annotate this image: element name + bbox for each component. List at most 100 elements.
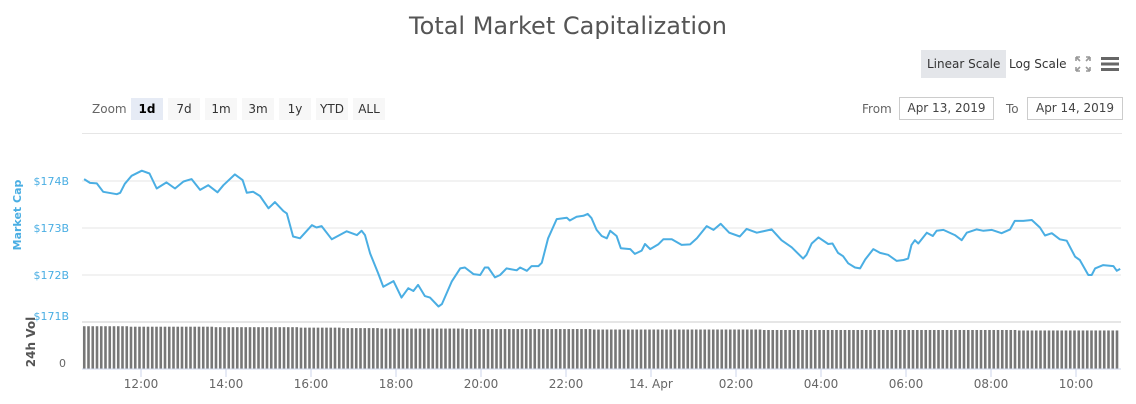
x-tick-label: 18:00 <box>379 377 414 391</box>
volume-bar <box>1034 330 1038 369</box>
volume-bar <box>320 327 324 369</box>
volume-bar <box>847 329 851 369</box>
volume-bar <box>979 329 983 369</box>
volume-bar <box>1047 330 1051 369</box>
hamburger-menu-icon[interactable] <box>1101 56 1119 72</box>
volume-bar <box>303 327 307 369</box>
volume-bar <box>286 327 290 369</box>
volume-bar <box>133 326 137 369</box>
volume-bar <box>104 326 107 369</box>
volume-bar <box>499 329 503 369</box>
zoom-button-1y[interactable]: 1y <box>279 98 311 120</box>
y-axis-title: Market Cap <box>11 180 24 251</box>
volume-bar <box>852 329 855 369</box>
volume-bar <box>652 329 656 369</box>
volume-bar <box>308 327 311 369</box>
y-tick-label: $174B <box>33 175 69 188</box>
volume-bar <box>771 329 775 369</box>
zoom-button-1d[interactable]: 1d <box>131 98 163 120</box>
volume-bar <box>167 326 171 369</box>
volume-bar <box>830 329 834 369</box>
volume-bar <box>682 329 685 369</box>
volume-bar <box>805 329 809 369</box>
volume-bar <box>91 326 95 369</box>
fullscreen-icon[interactable] <box>1075 56 1091 72</box>
volume-bar <box>592 329 596 369</box>
volume-bar <box>660 329 664 369</box>
zoom-button-all[interactable]: ALL <box>353 98 385 120</box>
volume-bar <box>1102 330 1106 369</box>
volume-bar <box>813 329 817 369</box>
volume-bar <box>469 329 473 369</box>
volume-bar <box>495 329 498 369</box>
volume-bar <box>962 329 966 369</box>
volume-bar <box>359 328 362 369</box>
volume-bar <box>954 329 957 369</box>
volume-bar <box>533 329 537 369</box>
volume-bar <box>784 329 787 369</box>
volume-bar <box>189 326 192 369</box>
volume-bar <box>129 326 133 369</box>
zoom-button-ytd[interactable]: YTD <box>316 98 348 120</box>
volume-bar <box>299 327 303 369</box>
volume-bar <box>112 326 116 369</box>
volume-bar <box>401 328 405 369</box>
volume-bar <box>142 326 146 369</box>
x-tick-label: 12:00 <box>124 377 159 391</box>
volume-bar <box>928 329 932 369</box>
volume-bar <box>894 329 898 369</box>
volume-bar <box>337 327 341 369</box>
zoom-button-7d[interactable]: 7d <box>168 98 200 120</box>
volume-bar <box>1077 330 1081 369</box>
volume-bar <box>384 328 388 369</box>
log-scale-button[interactable]: Log Scale <box>1009 57 1067 71</box>
volume-bar <box>966 329 970 369</box>
volume-bar <box>512 329 515 369</box>
volume-bar <box>839 329 843 369</box>
volume-bar <box>631 329 634 369</box>
volume-bar <box>703 329 707 369</box>
volume-bar <box>864 329 868 369</box>
volume-bar <box>758 329 762 369</box>
volume-bar <box>439 328 443 369</box>
to-date-input[interactable]: Apr 14, 2019 <box>1027 97 1123 120</box>
volume-bar <box>448 328 452 369</box>
volume-bar <box>673 329 677 369</box>
volume-bar <box>1111 330 1115 369</box>
volume-bar <box>155 326 158 369</box>
volume-axis-title: 24h Vol <box>24 317 38 367</box>
volume-bar <box>584 329 588 369</box>
volume-bar <box>690 329 694 369</box>
volume-bar <box>282 327 286 369</box>
volume-bar <box>550 329 554 369</box>
volume-bar <box>920 329 923 369</box>
volume-bar <box>626 329 630 369</box>
volume-bar <box>524 329 528 369</box>
volume-bar <box>546 329 549 369</box>
volume-bar <box>932 329 936 369</box>
market-cap-line[interactable] <box>83 169 1121 308</box>
volume-bar <box>1009 329 1013 369</box>
volume-bar <box>1060 330 1064 369</box>
volume-bar <box>218 327 222 369</box>
volume-bar <box>210 326 214 369</box>
volume-bar <box>414 328 418 369</box>
volume-bar <box>180 326 184 369</box>
zoom-button-1m[interactable]: 1m <box>205 98 237 120</box>
volume-bar <box>1098 330 1102 369</box>
volume-bar <box>1026 330 1030 369</box>
from-date-input[interactable]: Apr 13, 2019 <box>899 97 994 120</box>
volume-bar <box>1115 330 1119 369</box>
volume-bar <box>231 327 235 369</box>
x-tick-label: 06:00 <box>889 377 924 391</box>
linear-scale-button[interactable]: Linear Scale <box>921 50 1007 78</box>
volume-bar <box>622 329 626 369</box>
volume-bar <box>567 329 571 369</box>
zoom-label: Zoom <box>92 102 127 116</box>
volume-bar <box>856 329 860 369</box>
volume-bar <box>227 327 231 369</box>
volume-bar <box>371 328 375 369</box>
volume-bar <box>907 329 911 369</box>
zoom-button-3m[interactable]: 3m <box>242 98 274 120</box>
